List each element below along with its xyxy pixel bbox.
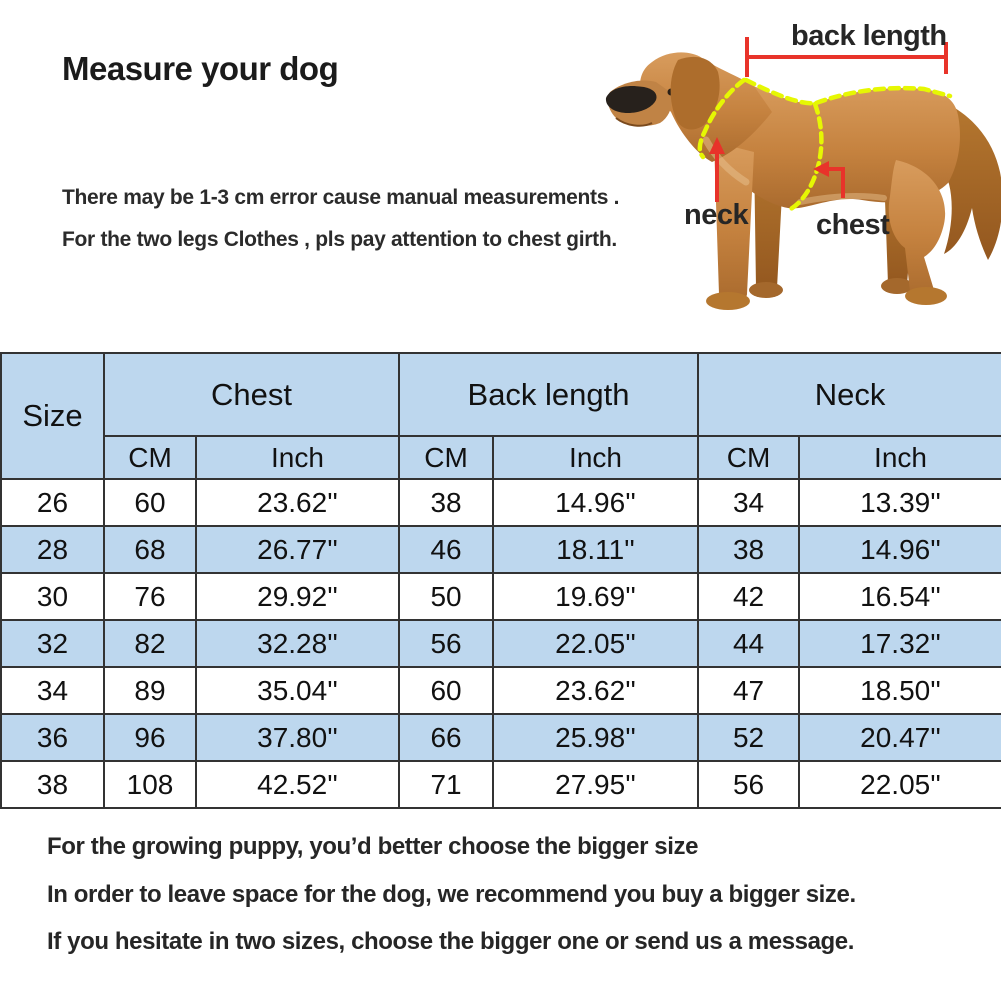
- cell-neck-cm: 44: [697, 619, 801, 668]
- cell-chest-inch: 29.92'': [194, 572, 401, 621]
- cell-chest-cm: 76: [103, 572, 197, 621]
- dog-measurement-diagram: [600, 0, 1001, 345]
- chest-label: chest: [816, 209, 890, 241]
- cell-back-inch: 22.05'': [492, 619, 700, 668]
- neck-cm-header: CM: [697, 435, 801, 480]
- cell-chest-cm: 60: [103, 478, 197, 527]
- cell-back-inch: 19.69'': [492, 572, 700, 621]
- cell-neck-inch: 20.47'': [798, 713, 1001, 762]
- cell-size: 30: [0, 572, 105, 621]
- cell-back-inch: 14.96'': [492, 478, 700, 527]
- chest-group-header: Chest: [102, 352, 401, 437]
- cell-chest-inch: 26.77'': [194, 525, 401, 574]
- dog-mouth-line: [615, 117, 653, 127]
- cell-size: 28: [0, 525, 105, 574]
- back-cm-header: CM: [398, 435, 495, 480]
- dog-illustration: [605, 37, 1001, 310]
- neck-inch-header: Inch: [798, 435, 1001, 480]
- dog-far-hind-paw: [881, 278, 913, 294]
- size-table: Size Chest Back length Neck CM Inch CM I…: [0, 352, 1001, 809]
- chest-girth-dashline: [786, 101, 824, 213]
- dog-far-front-paw: [749, 282, 783, 298]
- table-group-header-row: Size Chest Back length Neck: [0, 352, 1001, 480]
- measurement-note-2: For the two legs Clothes , pls pay atten…: [62, 228, 617, 251]
- cell-neck-cm: 47: [697, 666, 801, 715]
- cell-neck-inch: 16.54'': [798, 572, 1001, 621]
- table-row: 36 96 37.80'' 66 25.98'' 52 20.47'': [0, 713, 1001, 762]
- neck-arrow: [709, 137, 725, 202]
- cell-back-cm: 56: [398, 619, 495, 668]
- cell-chest-inch: 32.28'': [194, 619, 401, 668]
- cell-back-inch: 18.11'': [492, 525, 700, 574]
- cell-chest-cm: 89: [103, 666, 197, 715]
- table-row: 38 108 42.52'' 71 27.95'' 56 22.05'': [0, 760, 1001, 809]
- cell-back-inch: 27.95'': [492, 760, 700, 809]
- cell-chest-cm: 96: [103, 713, 197, 762]
- cell-chest-inch: 42.52'': [194, 760, 401, 809]
- back-length-dashline: [743, 77, 953, 106]
- cell-neck-inch: 18.50'': [798, 666, 1001, 715]
- dog-near-hind-paw: [905, 287, 947, 305]
- back-length-group-header: Back length: [398, 352, 700, 437]
- chest-arrow: [813, 161, 845, 198]
- cell-back-cm: 71: [398, 760, 495, 809]
- dog-ear: [670, 56, 720, 130]
- cell-chest-inch: 37.80'': [194, 713, 401, 762]
- advice-note-1: For the growing puppy, you’d better choo…: [47, 833, 699, 860]
- cell-neck-cm: 34: [697, 478, 801, 527]
- cell-neck-cm: 38: [697, 525, 801, 574]
- cell-size: 34: [0, 666, 105, 715]
- advice-note-2: In order to leave space for the dog, we …: [47, 881, 856, 908]
- measurement-note-1: There may be 1-3 cm error cause manual m…: [62, 186, 620, 209]
- page-title: Measure your dog: [62, 50, 339, 87]
- cell-neck-inch: 22.05'': [798, 760, 1001, 809]
- advice-note-3: If you hesitate in two sizes, choose the…: [47, 928, 855, 955]
- dog-near-front-paw: [706, 292, 750, 310]
- cell-back-cm: 38: [398, 478, 495, 527]
- neck-girth-dashline: [697, 77, 747, 160]
- cell-neck-cm: 52: [697, 713, 801, 762]
- cell-back-cm: 46: [398, 525, 495, 574]
- cell-neck-cm: 42: [697, 572, 801, 621]
- cell-chest-inch: 35.04'': [194, 666, 401, 715]
- table-row: 28 68 26.77'' 46 18.11'' 38 14.96'': [0, 525, 1001, 574]
- neck-label: neck: [684, 199, 749, 231]
- cell-back-cm: 60: [398, 666, 495, 715]
- size-column-header: Size: [0, 352, 105, 480]
- cell-size: 32: [0, 619, 105, 668]
- cell-size: 36: [0, 713, 105, 762]
- cell-size: 26: [0, 478, 105, 527]
- dog-nose: [605, 86, 657, 113]
- table-row: 30 76 29.92'' 50 19.69'' 42 16.54'': [0, 572, 1001, 621]
- cell-neck-inch: 13.39'': [798, 478, 1001, 527]
- back-length-label: back length: [791, 20, 947, 52]
- cell-chest-cm: 68: [103, 525, 197, 574]
- back-length-measure-line: [745, 37, 948, 77]
- dog-chest-highlight: [702, 136, 750, 186]
- chest-inch-header: Inch: [194, 435, 401, 480]
- cell-back-cm: 50: [398, 572, 495, 621]
- table-row: 32 82 32.28'' 56 22.05'' 44 17.32'': [0, 619, 1001, 668]
- chest-cm-header: CM: [103, 435, 197, 480]
- table-row: 34 89 35.04'' 60 23.62'' 47 18.50'': [0, 666, 1001, 715]
- table-unit-header-row: CM Inch CM Inch CM Inch: [1, 435, 1001, 480]
- cell-chest-inch: 23.62'': [194, 478, 401, 527]
- cell-neck-inch: 14.96'': [798, 525, 1001, 574]
- cell-neck-cm: 56: [697, 760, 801, 809]
- cell-back-inch: 23.62'': [492, 666, 700, 715]
- cell-back-cm: 66: [398, 713, 495, 762]
- cell-chest-cm: 108: [103, 760, 197, 809]
- cell-back-inch: 25.98'': [492, 713, 700, 762]
- table-row: 26 60 23.62'' 38 14.96'' 34 13.39'': [0, 478, 1001, 527]
- dog-near-hind-leg: [888, 160, 946, 298]
- cell-chest-cm: 82: [103, 619, 197, 668]
- back-inch-header: Inch: [492, 435, 700, 480]
- cell-neck-inch: 17.32'': [798, 619, 1001, 668]
- cell-size: 38: [0, 760, 105, 809]
- neck-group-header: Neck: [697, 352, 1001, 437]
